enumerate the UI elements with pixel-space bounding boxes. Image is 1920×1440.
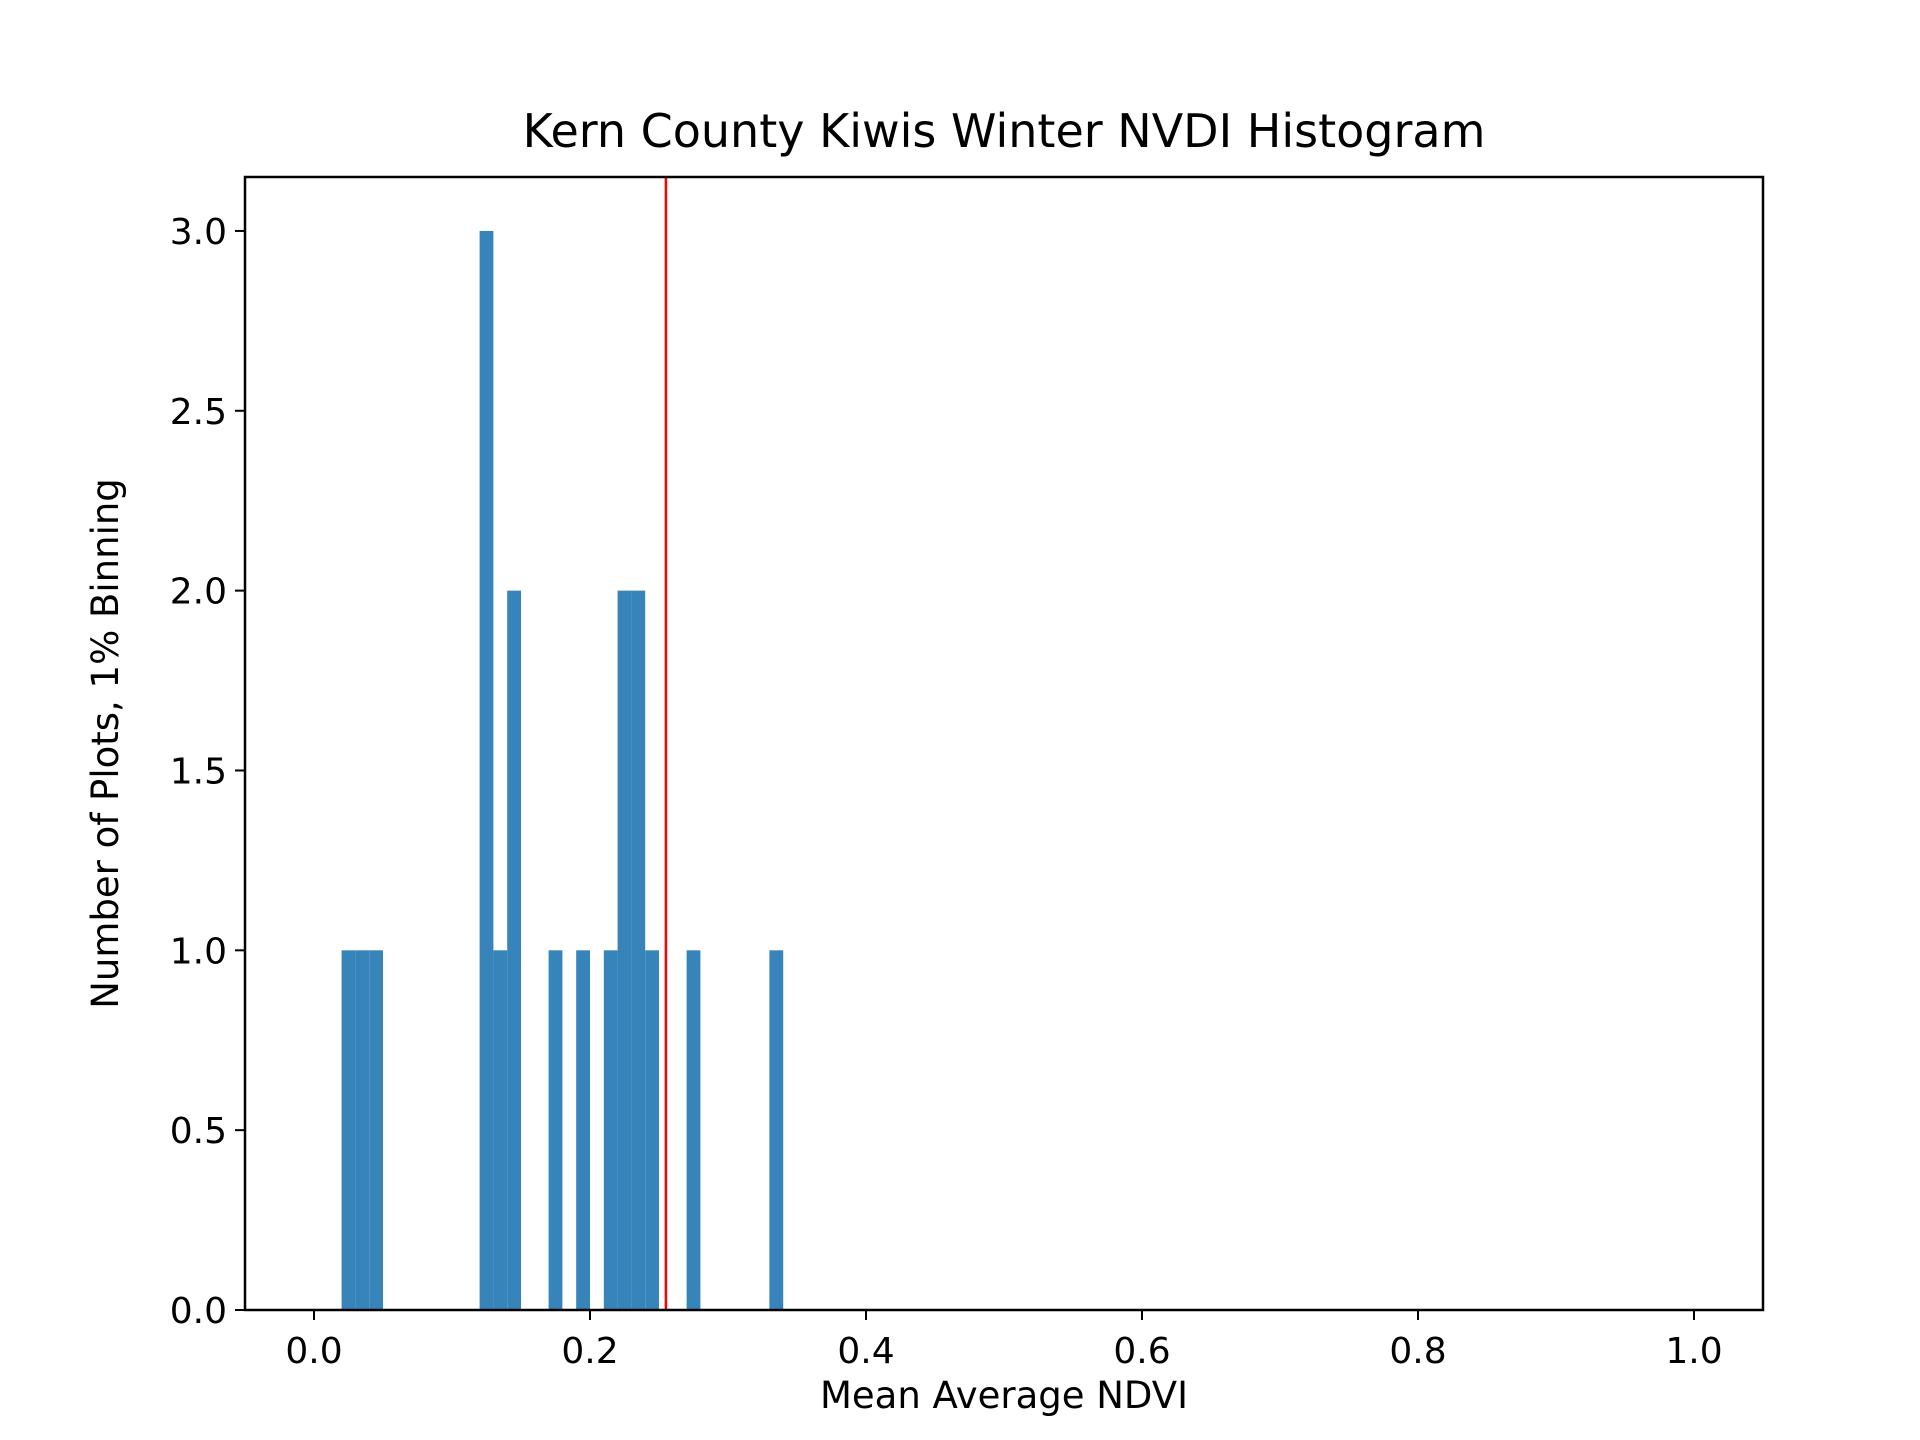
- histogram-bar-12: [686, 950, 701, 1310]
- x-axis-label: Mean Average NDVI: [820, 1374, 1188, 1417]
- y-tick-label: 3.0: [170, 212, 227, 253]
- x-tick-label: 0.2: [561, 1331, 618, 1372]
- histogram-bar-9: [617, 590, 632, 1310]
- histogram-bar-2: [369, 950, 383, 1310]
- y-tick-label: 0.5: [170, 1111, 227, 1152]
- x-tick-label: 0.4: [837, 1331, 894, 1372]
- y-tick-label: 1.0: [170, 931, 227, 972]
- histogram-bar-0: [341, 950, 356, 1310]
- histogram-bar-4: [493, 950, 508, 1310]
- x-tick-label: 1.0: [1665, 1331, 1722, 1372]
- histogram-bar-10: [631, 590, 646, 1310]
- histogram-bars: [341, 230, 784, 1310]
- histogram-bar-3: [479, 230, 494, 1310]
- histogram-bar-1: [355, 950, 370, 1310]
- y-tick-label: 0.0: [170, 1291, 227, 1332]
- x-tick-label: 0.8: [1389, 1331, 1446, 1372]
- y-tick-label: 1.5: [170, 751, 227, 792]
- histogram-bar-7: [576, 950, 590, 1310]
- histogram-bar-13: [769, 950, 784, 1310]
- histogram-bar-8: [603, 950, 618, 1310]
- histogram-bar-11: [645, 950, 659, 1310]
- y-tick-label: 2.0: [170, 572, 227, 613]
- y-tick-label: 2.5: [170, 392, 227, 433]
- chart-title: Kern County Kiwis Winter NVDI Histogram: [523, 104, 1486, 158]
- x-axis-ticks: 0.0 0.2 0.4 0.6 0.8 1.0: [285, 1310, 1723, 1372]
- x-tick-label: 0.0: [285, 1331, 342, 1372]
- y-axis-label: Number of Plots, 1% Binning: [84, 478, 127, 1009]
- y-axis-ticks: 0.0 0.5 1.0 1.5 2.0 2.5 3.0: [170, 212, 245, 1332]
- x-tick-label: 0.6: [1113, 1331, 1170, 1372]
- histogram-bar-5: [507, 590, 521, 1310]
- histogram-bar-6: [548, 950, 563, 1310]
- plot-frame: [243, 175, 1765, 1312]
